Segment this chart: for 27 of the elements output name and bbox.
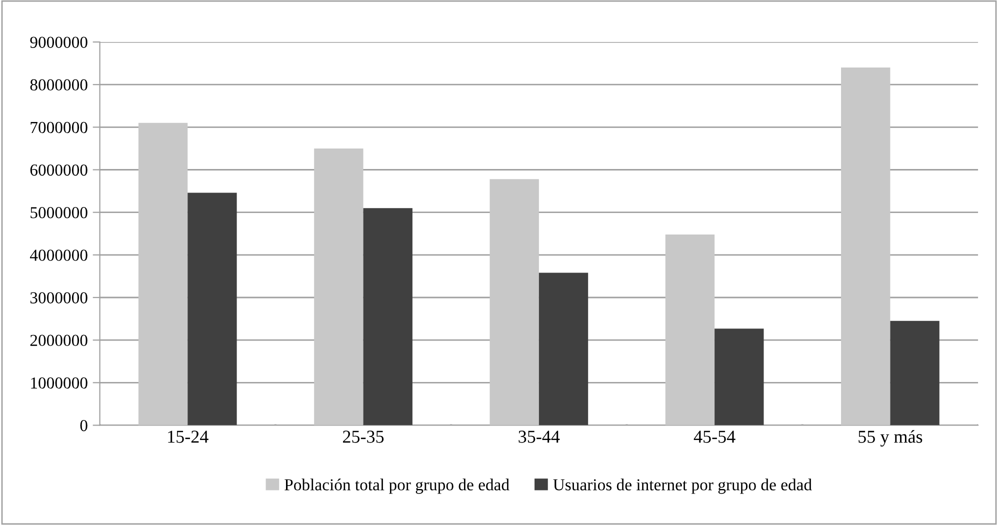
bar: [890, 320, 940, 426]
legend-label: Usuarios de internet por grupo de edad: [553, 478, 812, 494]
y-tick-label: 1000000: [31, 377, 88, 389]
x-tick-label: 45-54: [694, 430, 736, 443]
x-tick-label: 55 y más: [858, 430, 922, 447]
y-tick-label: 8000000: [30, 79, 88, 91]
bar: [138, 122, 188, 426]
y-tick-label: 0: [80, 420, 88, 432]
legend-label: Población total por grupo de edad: [284, 478, 510, 494]
bar: [714, 328, 764, 426]
y-tick-label: 7000000: [30, 122, 88, 134]
bar: [490, 179, 539, 426]
x-tick-label: 25-35: [343, 430, 384, 443]
y-tick-label: 9000000: [30, 36, 88, 48]
bar: [665, 234, 715, 426]
bar: [188, 192, 237, 426]
bar: [314, 148, 364, 426]
y-tick-label: 5000000: [30, 207, 88, 218]
y-tick-label: 2000000: [30, 334, 88, 346]
y-tick-label: 3000000: [30, 292, 88, 304]
bar: [363, 208, 412, 426]
bar: [538, 272, 588, 426]
y-tick-label: 6000000: [30, 164, 88, 176]
bar: [841, 68, 890, 426]
x-tick-label: 15-24: [168, 430, 208, 443]
y-tick-label: 4000000: [30, 250, 88, 261]
x-tick-label: 35-44: [518, 430, 560, 443]
